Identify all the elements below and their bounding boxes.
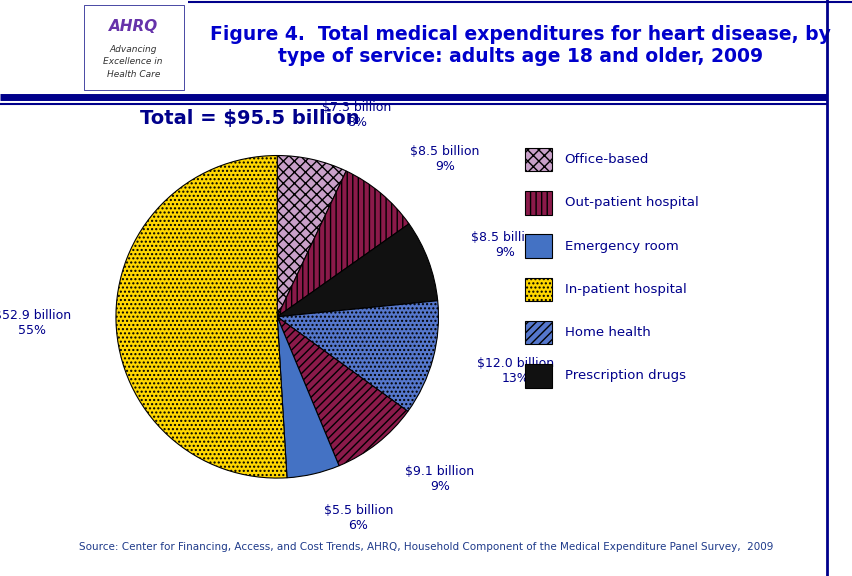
Wedge shape <box>277 301 438 411</box>
Wedge shape <box>277 156 346 317</box>
Bar <box>524 234 551 258</box>
Text: Figure 4.  Total medical expenditures for heart disease, by
type of service: adu: Figure 4. Total medical expenditures for… <box>210 25 830 66</box>
Text: Source: Center for Financing, Access, and Cost Trends, AHRQ, Household Component: Source: Center for Financing, Access, an… <box>79 543 773 552</box>
Bar <box>524 191 551 214</box>
Bar <box>524 365 551 388</box>
Text: Excellence in: Excellence in <box>103 57 163 66</box>
Bar <box>84 5 184 90</box>
Text: $12.0 billion
13%: $12.0 billion 13% <box>476 357 553 385</box>
Text: Advancing: Advancing <box>109 45 157 54</box>
Wedge shape <box>277 317 407 466</box>
Wedge shape <box>277 317 338 478</box>
Wedge shape <box>277 224 437 317</box>
Text: $52.9 billion
55%: $52.9 billion 55% <box>0 309 71 337</box>
Text: Home health: Home health <box>564 326 649 339</box>
Text: Emergency room: Emergency room <box>564 240 677 253</box>
Text: Out-patient hospital: Out-patient hospital <box>564 196 698 209</box>
Text: $8.5 billion
9%: $8.5 billion 9% <box>410 145 479 173</box>
Text: $8.5 billion
9%: $8.5 billion 9% <box>470 230 539 259</box>
Bar <box>524 278 551 301</box>
Text: AHRQ: AHRQ <box>108 19 158 34</box>
Text: $7.3 billion
8%: $7.3 billion 8% <box>322 101 391 130</box>
Bar <box>524 148 551 171</box>
Text: $9.1 billion
9%: $9.1 billion 9% <box>405 465 474 492</box>
Wedge shape <box>116 156 286 478</box>
Text: Office-based: Office-based <box>564 153 648 166</box>
Wedge shape <box>277 171 408 317</box>
Text: In-patient hospital: In-patient hospital <box>564 283 686 296</box>
Text: Prescription drugs: Prescription drugs <box>564 369 685 382</box>
Text: Health Care: Health Care <box>106 70 159 79</box>
Bar <box>524 321 551 344</box>
Text: $5.5 billion
6%: $5.5 billion 6% <box>323 504 393 532</box>
Text: Total = $95.5 billion: Total = $95.5 billion <box>140 109 359 127</box>
